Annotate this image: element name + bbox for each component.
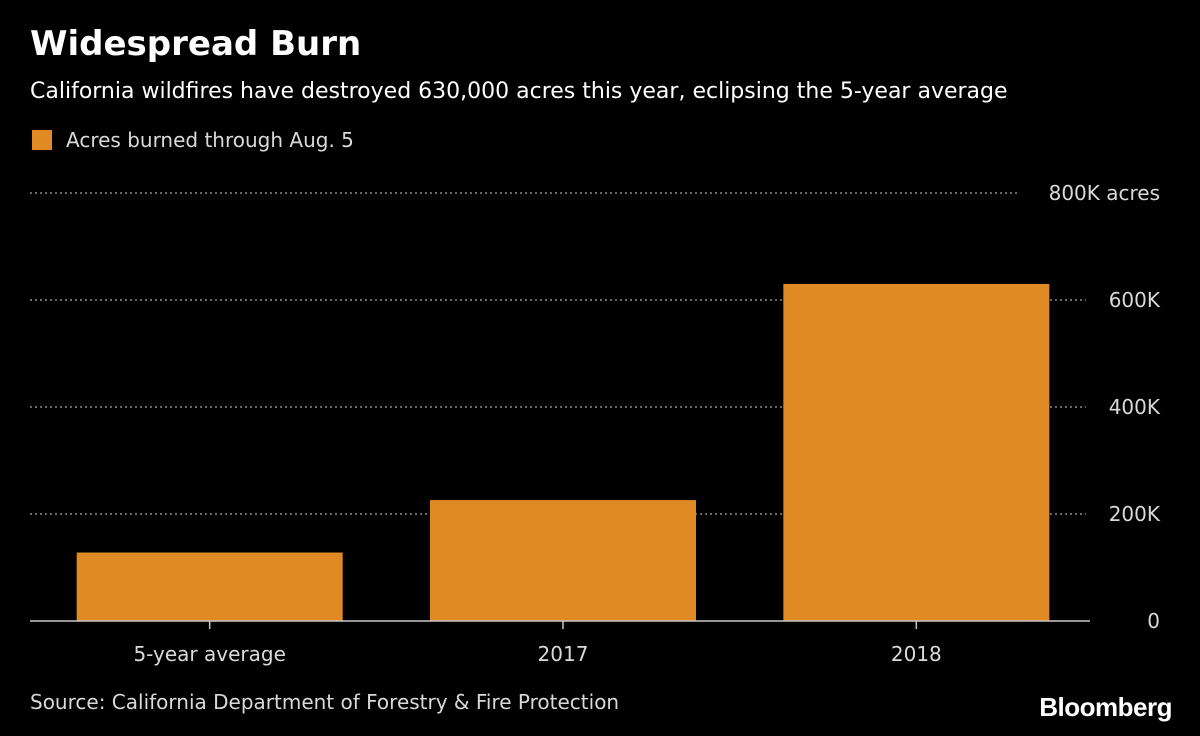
source-note: Source: California Department of Forestr… <box>30 690 620 714</box>
bloomberg-logo: Bloomberg <box>1039 692 1172 722</box>
y-tick-label: 600K <box>1109 288 1161 312</box>
x-tick-label: 5-year average <box>133 642 285 666</box>
y-tick-label: 400K <box>1109 395 1161 419</box>
y-tick-label: 0 <box>1147 609 1160 633</box>
y-tick-label: 800K acres <box>1049 181 1160 205</box>
bar <box>783 283 1050 621</box>
legend: Acres burned through Aug. 5 <box>32 128 354 152</box>
legend-swatch <box>32 130 52 150</box>
bar <box>430 500 696 621</box>
x-tick-label: 2018 <box>891 642 942 666</box>
y-tick-label: 200K <box>1109 502 1161 526</box>
chart-title: Widespread Burn <box>30 24 362 64</box>
x-tick-label: 2017 <box>538 642 589 666</box>
legend-label: Acres burned through Aug. 5 <box>66 128 354 152</box>
chart-subtitle: California wildfires have destroyed 630,… <box>30 79 1008 104</box>
bar <box>76 552 343 621</box>
